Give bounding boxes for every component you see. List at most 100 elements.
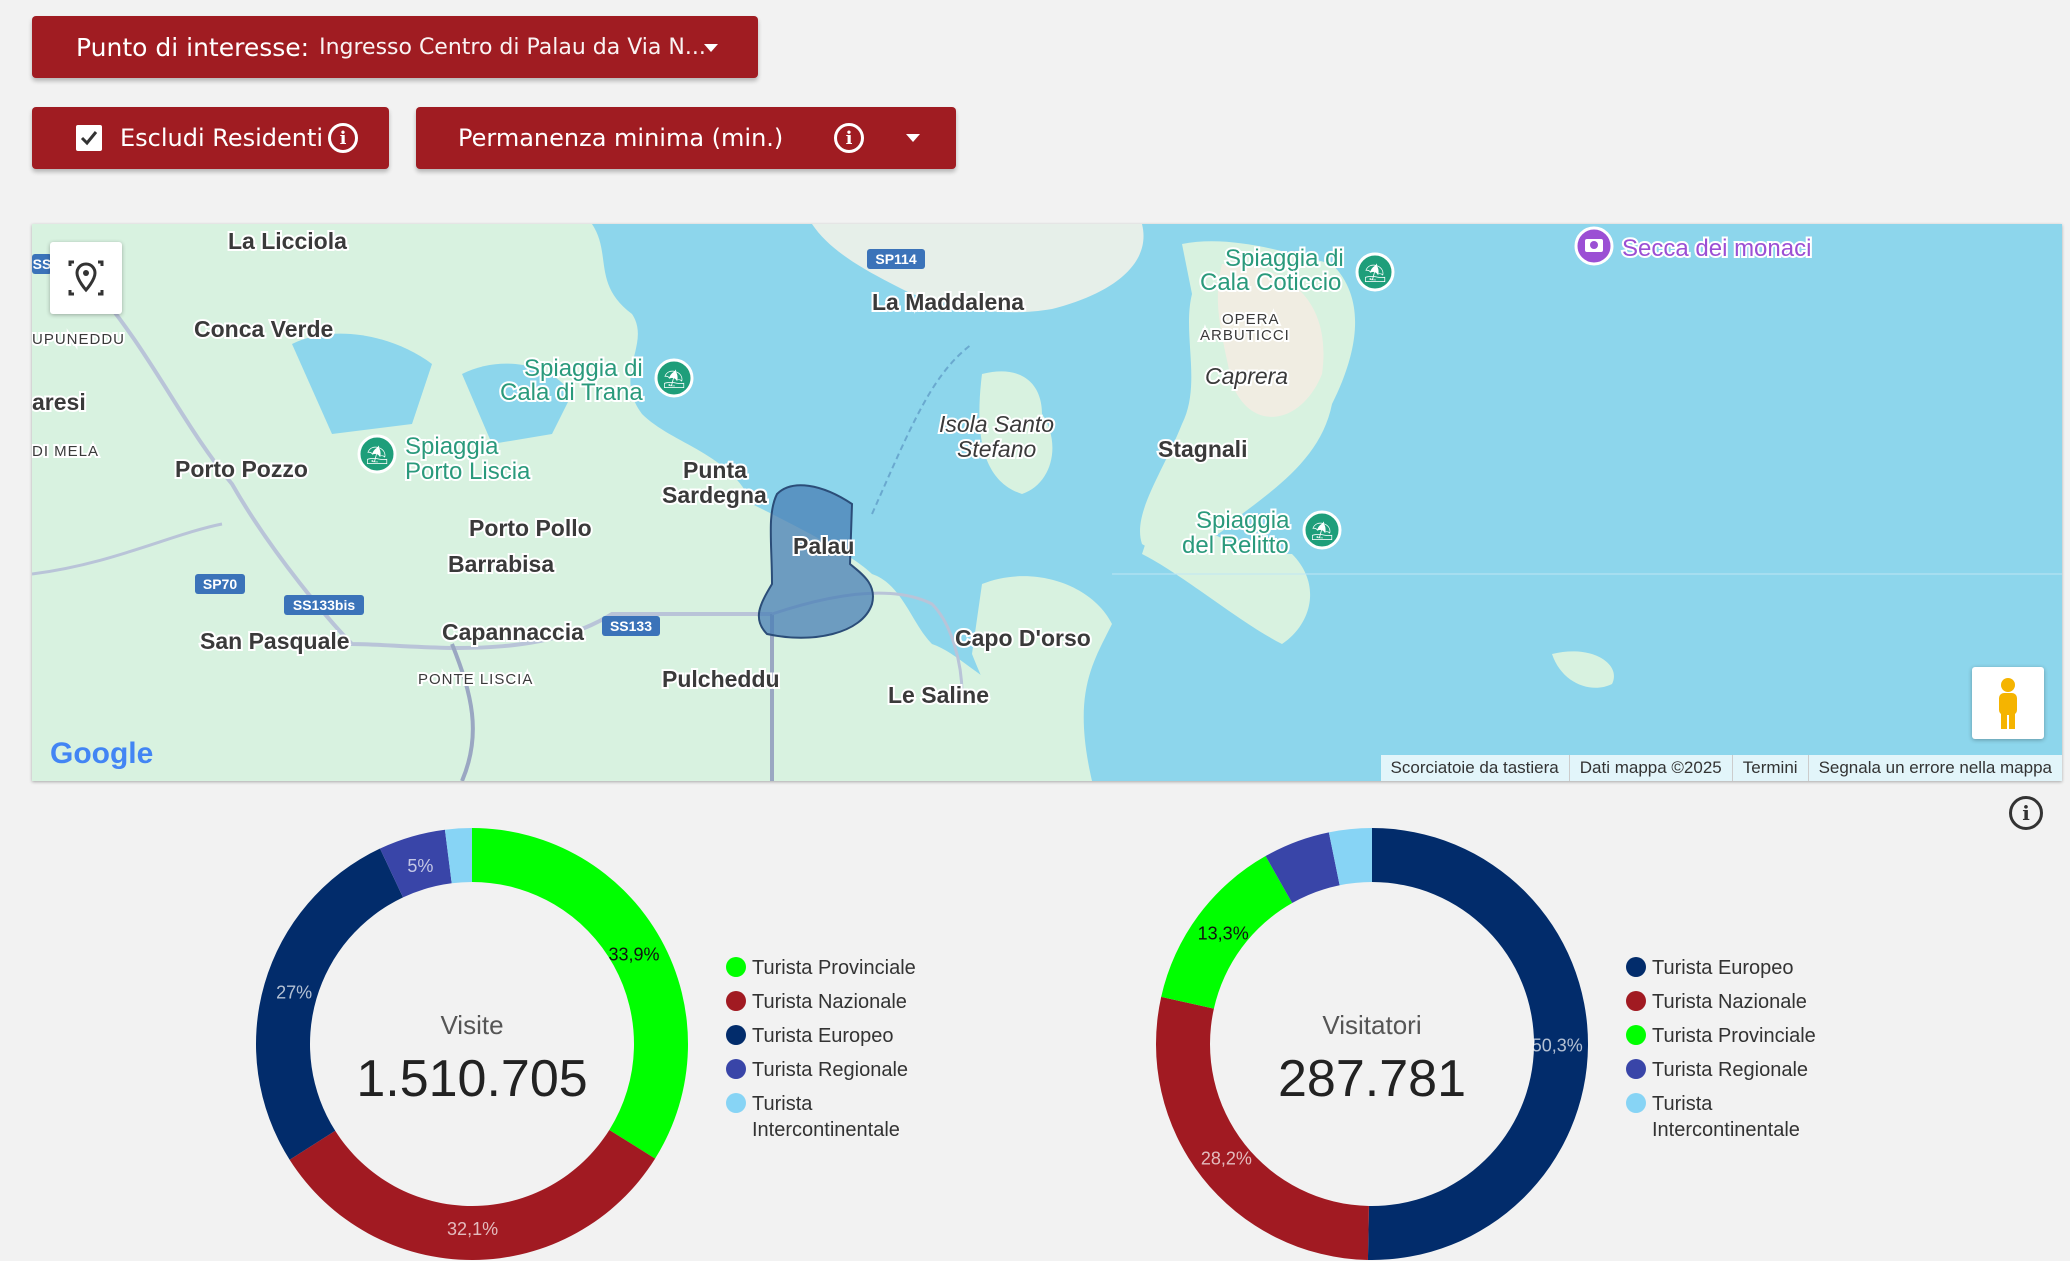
pegman-icon [1999,678,2017,729]
donut-slice[interactable] [380,829,452,898]
donut-slice[interactable] [256,848,404,1160]
info-icon[interactable]: i [328,123,358,153]
map-attribution: Scorciatoie da tastiera Dati mappa ©2025… [1380,755,2062,781]
legend-swatch [1626,991,1646,1011]
chevron-down-icon [906,134,920,142]
legend-label: Turista Nazionale [1652,991,1807,1013]
exclude-residents-toggle[interactable]: Escludi Residenti i [32,107,389,169]
chevron-down-icon [704,44,718,52]
keyboard-shortcuts-link[interactable]: Scorciatoie da tastiera [1390,758,1559,777]
donut-slice[interactable] [1156,996,1369,1260]
place-label: aresi [32,389,86,415]
donut-slice[interactable] [1161,856,1293,1009]
svg-text:⛱: ⛱ [1311,521,1334,542]
beach-label: Spiaggia [405,433,499,460]
chart-title: Visite [440,1010,503,1040]
beach-pin-icon[interactable]: ⛱ [1302,510,1342,550]
place-label: Conca Verde [194,316,333,342]
legend-swatch [726,991,746,1011]
map-canvas[interactable]: SP114 SP70 SS133bis SS133 SS La Licciola… [32,224,2062,781]
min-stay-dropdown[interactable]: Permanenza minima (min.) i [416,107,956,169]
terms-link[interactable]: Termini [1731,755,1808,781]
beach-pin-icon[interactable]: ⛱ [654,358,694,398]
place-label: Palau [793,533,854,559]
place-label: Caprera [1205,363,1288,389]
beach-label: del Relitto [1182,532,1289,559]
legend-label: Turista Regionale [752,1059,909,1081]
legend-item[interactable]: Turista Provinciale [726,955,952,981]
locate-button[interactable] [50,242,122,314]
legend-item[interactable]: Turista Europeo [1626,955,1852,981]
donut-slice[interactable] [289,1129,656,1260]
donut-slice[interactable] [444,828,472,884]
beach-pin-icon[interactable]: ⛱ [357,434,397,474]
google-logo: Google [50,737,153,771]
place-label: Stefano [957,436,1036,462]
legend-item[interactable]: Turista Nazionale [726,989,952,1015]
legend-item[interactable]: Turista Intercontinentale [1626,1091,1852,1143]
poi-label: Punto di interesse: [76,32,310,62]
info-icon[interactable]: i [834,123,864,153]
legend-label: Turista Provinciale [1652,1025,1816,1047]
checkbox-icon[interactable] [76,125,102,151]
slice-label: 28,2% [1201,1148,1252,1168]
legend-label: Turista Provinciale [752,957,916,979]
street-view-pegman[interactable] [1972,667,2044,739]
legend-swatch [1626,1093,1646,1113]
place-label: Porto Pozzo [175,456,308,482]
legend-label: Turista Intercontinentale [752,1093,900,1141]
legend-label: Turista Nazionale [752,991,907,1013]
beach-label: Cala di Trana [500,379,643,406]
poi-value: Ingresso Centro di Palau da Via N... [319,34,706,60]
visitors-donut-chart: 50,3% 28,2% 13,3% Visitatori 287.781 [1156,828,1588,1260]
legend-item[interactable]: Turista Intercontinentale [726,1091,952,1143]
visits-donut-chart: 33,9% 32,1% 27% 5% Visite 1.510.705 [256,828,688,1260]
legend-label: Turista Regionale [1652,1059,1809,1081]
map-view[interactable]: SP114 SP70 SS133bis SS133 SS La Licciola… [32,224,2062,781]
legend-swatch [1626,1025,1646,1045]
legend-item[interactable]: Turista Europeo [726,1023,952,1049]
place-label: Isola Santo [939,411,1054,437]
donut-slice[interactable] [1265,832,1340,904]
place-label-small: PONTE LISCIA [418,671,533,688]
legend-label: Turista Europeo [752,1025,894,1047]
place-label: La Licciola [228,228,347,254]
donut-slice[interactable] [472,828,688,1159]
place-label-small: ARBUTICCI [1200,327,1290,344]
road-badge: SS [33,256,52,272]
slice-label: 50,3% [1532,1036,1583,1056]
slice-label: 32,1% [447,1219,498,1239]
chart-title: Visitatori [1322,1010,1421,1040]
min-stay-label: Permanenza minima (min.) [458,124,784,152]
place-label-small: DI MELA [32,443,99,460]
slice-label: 27% [276,982,312,1002]
place-label: Capannaccia [442,619,584,645]
road-badge: SP114 [875,251,916,267]
road-badge: SS133 [610,618,652,634]
svg-text:⛱: ⛱ [663,369,686,390]
place-label: San Pasquale [200,628,350,654]
legend-item[interactable]: Turista Nazionale [1626,989,1852,1015]
place-label: Sardegna [662,482,767,508]
poi-dropdown[interactable]: Punto di interesse: Ingresso Centro di P… [32,16,758,78]
legend-item[interactable]: Turista Regionale [726,1057,952,1083]
beach-pin-icon[interactable]: ⛱ [1355,252,1395,292]
legend-swatch [1626,1059,1646,1079]
info-icon[interactable]: i [2009,796,2043,830]
chart-total: 287.781 [1278,1050,1466,1108]
place-label: Porto Pollo [469,515,592,541]
place-label: Punta [683,457,747,483]
donut-slice[interactable] [1328,828,1372,886]
report-error-link[interactable]: Segnala un errore nella mappa [1807,755,2062,781]
beach-label: Spiaggia [1196,507,1290,534]
chart-total: 1.510.705 [356,1050,587,1108]
legend-item[interactable]: Turista Regionale [1626,1057,1852,1083]
map-data-text: Dati mappa ©2025 [1568,755,1732,781]
legend-item[interactable]: Turista Provinciale [1626,1023,1852,1049]
place-label-small: OPERA [1222,311,1280,328]
legend-swatch [1626,957,1646,977]
beach-label: Spiaggia di [524,355,643,382]
place-label-small: UPUNEDDU [32,331,125,348]
donut-slice[interactable] [1367,828,1588,1260]
camera-pin-icon[interactable] [1574,226,1614,266]
